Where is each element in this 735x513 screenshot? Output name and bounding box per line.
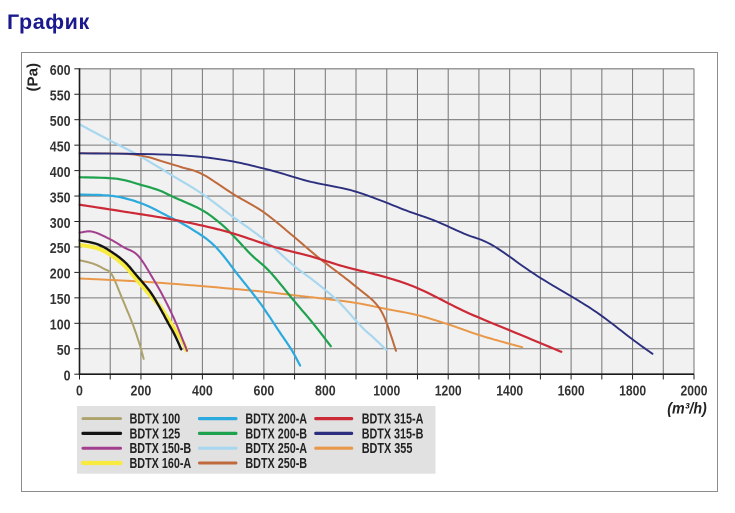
svg-text:50: 50 — [57, 342, 71, 359]
svg-text:200: 200 — [50, 266, 71, 283]
svg-text:1800: 1800 — [619, 383, 646, 400]
svg-text:BDTX 150-B: BDTX 150-B — [130, 441, 192, 457]
svg-text:800: 800 — [315, 383, 336, 400]
svg-text:0: 0 — [76, 383, 83, 400]
svg-text:(m³/h): (m³/h) — [667, 401, 707, 418]
svg-text:1600: 1600 — [558, 383, 585, 400]
svg-text:450: 450 — [50, 138, 71, 155]
svg-text:BDTX 250-A: BDTX 250-A — [245, 441, 307, 457]
svg-text:100: 100 — [50, 317, 71, 334]
svg-text:BDTX 100: BDTX 100 — [130, 412, 181, 428]
svg-text:500: 500 — [50, 113, 71, 130]
svg-text:BDTX 250-B: BDTX 250-B — [245, 456, 307, 472]
svg-text:1000: 1000 — [373, 383, 400, 400]
svg-text:BDTX 200-B: BDTX 200-B — [245, 426, 307, 442]
svg-text:BDTX 160-A: BDTX 160-A — [130, 456, 192, 472]
svg-text:400: 400 — [50, 164, 71, 181]
svg-text:1400: 1400 — [496, 383, 523, 400]
svg-text:BDTX 315-A: BDTX 315-A — [362, 412, 424, 428]
svg-text:2000: 2000 — [681, 383, 708, 400]
svg-text:300: 300 — [50, 215, 71, 232]
svg-text:250: 250 — [50, 240, 71, 257]
svg-text:1200: 1200 — [435, 383, 462, 400]
svg-text:График: График — [7, 10, 90, 34]
svg-text:150: 150 — [50, 291, 71, 308]
svg-text:BDTX 355: BDTX 355 — [362, 441, 413, 457]
svg-text:600: 600 — [254, 383, 275, 400]
svg-text:BDTX 125: BDTX 125 — [130, 426, 181, 442]
svg-text:350: 350 — [50, 189, 71, 206]
svg-text:600: 600 — [50, 62, 71, 79]
svg-text:200: 200 — [131, 383, 152, 400]
svg-text:550: 550 — [50, 88, 71, 105]
svg-text:BDTX 200-A: BDTX 200-A — [245, 412, 307, 428]
svg-text:400: 400 — [192, 383, 213, 400]
svg-text:0: 0 — [64, 368, 71, 385]
svg-text:BDTX 315-B: BDTX 315-B — [362, 426, 424, 442]
svg-text:(Pa): (Pa) — [24, 63, 41, 92]
